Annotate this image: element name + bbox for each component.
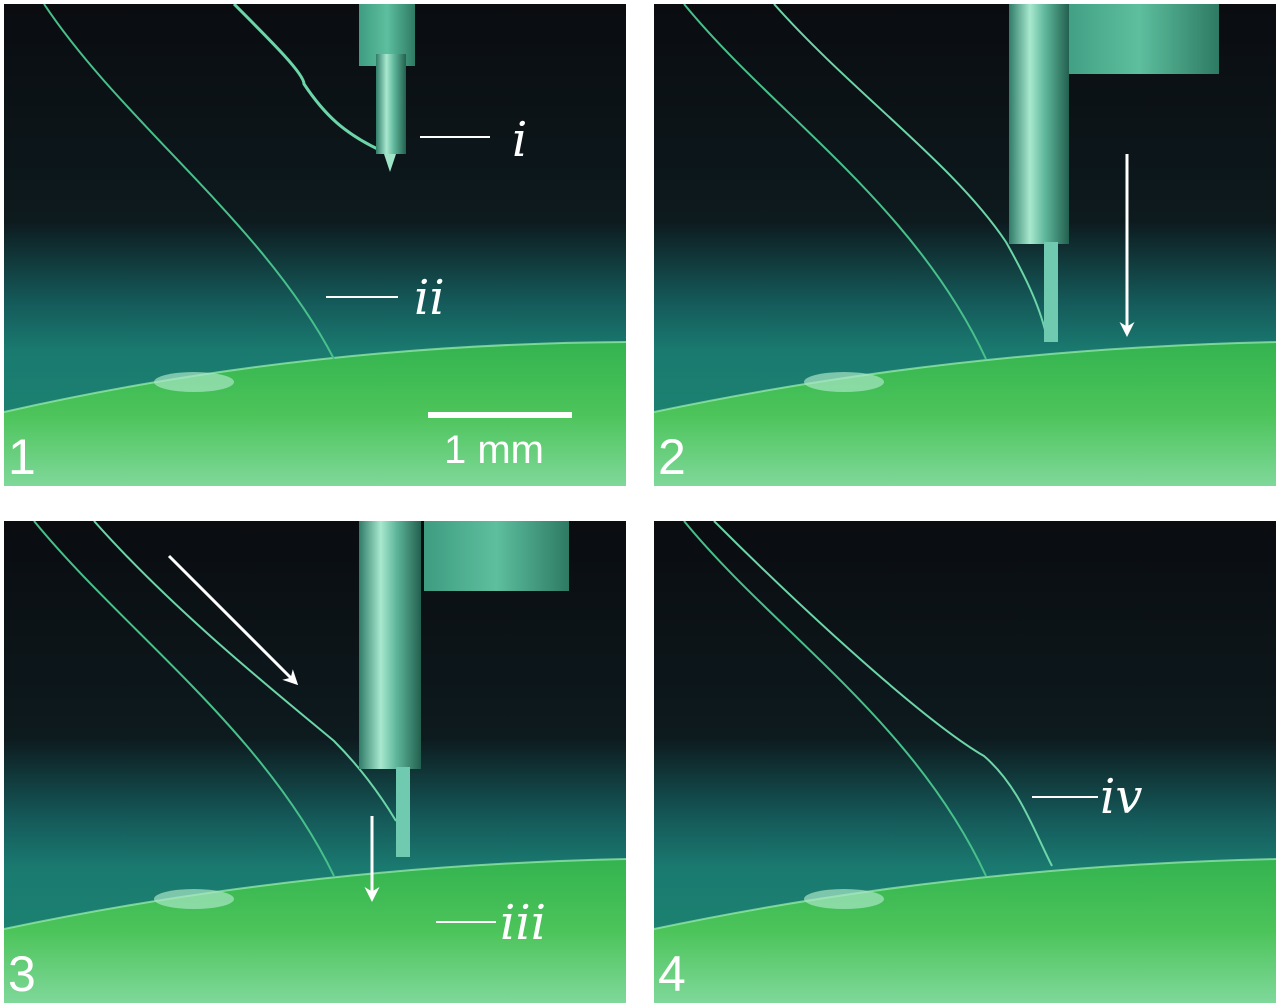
panel-2-photo [654,4,1276,486]
panel-3-photo [4,521,626,1003]
scale-bar [428,412,572,418]
leader-line-ii [326,296,398,298]
panel-3: iii 3 [4,521,626,1003]
panel-number: 2 [658,429,686,485]
scale-bar-label: 1 mm [444,428,544,472]
label-i: i [512,112,528,168]
panel-number: 1 [8,429,36,485]
panel-1: i ii 1 mm 1 [4,4,626,486]
leader-line-i [420,136,490,138]
leader-line-iv [1032,796,1098,798]
panel-4-photo [654,521,1276,1003]
label-iv: iv [1100,769,1143,825]
panel-1-photo [4,4,626,486]
panel-2: 2 [654,4,1276,486]
label-iii: iii [500,895,547,951]
arrow-diagonal [167,554,299,686]
label-ii: ii [414,270,445,326]
panel-number: 3 [8,946,36,1002]
leader-line-iii [436,921,496,923]
panel-4: iv 4 [654,521,1276,1003]
panel-number: 4 [658,946,686,1002]
